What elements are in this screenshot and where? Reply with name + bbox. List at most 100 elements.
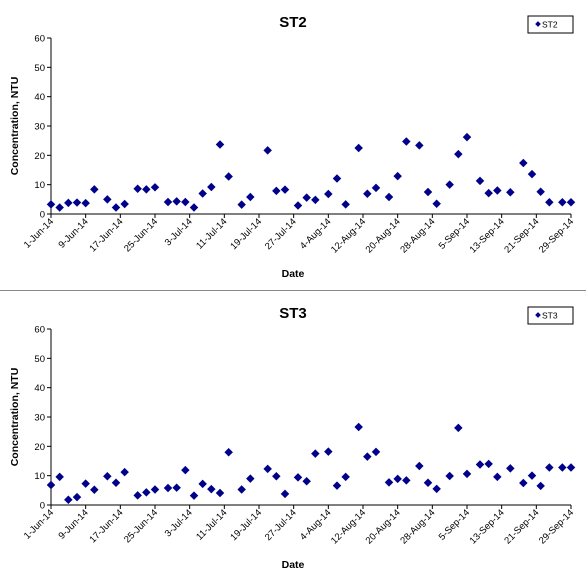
data-point [224, 447, 233, 457]
data-point [172, 483, 181, 492]
data-point [46, 480, 56, 490]
data-point [293, 201, 303, 210]
data-point [172, 197, 181, 206]
chart-svg-st3: ST3 0 10 20 30 40 50 60 1-Jun-14 9-Jun-1417-Jun-1… [9, 305, 576, 571]
data-point [215, 488, 225, 498]
data-point [402, 476, 411, 485]
legend: ST3 [527, 306, 574, 325]
data-point [332, 174, 342, 183]
x-axis-title: Date [282, 559, 305, 571]
data-point [445, 471, 454, 481]
data-point [72, 198, 82, 207]
y-tick-label: 40 [34, 383, 45, 394]
data-point [506, 188, 515, 197]
x-tick-label: 17-Jun-14 [87, 507, 125, 545]
data-point [198, 479, 207, 489]
x-tick-label: 1-Jun-14 [22, 507, 56, 541]
data-point [246, 192, 255, 202]
data-point [272, 472, 281, 481]
data-point [111, 478, 121, 487]
data-point [263, 464, 272, 474]
x-tick-label: 25-Jun-14 [122, 216, 160, 254]
x-tick-label: 4-Aug-14 [298, 216, 333, 251]
chart-panel-st2: ST2 0 10 20 30 40 50 60 1-Jun-14 9-Jun-14 17-Jun-1… [0, 14, 586, 291]
data-point [150, 183, 160, 192]
data-point [415, 461, 424, 471]
y-tick-label: 20 [34, 151, 45, 162]
data-point [237, 485, 246, 494]
data-point [384, 478, 394, 487]
x-tick-label: 29-Sep-14 [537, 507, 576, 546]
x-tick-label: 17-Jun-14 [87, 216, 125, 254]
data-point [484, 459, 493, 469]
data-point [566, 198, 576, 207]
data-point [341, 200, 350, 209]
data-point [103, 195, 112, 204]
x-tick-label: 27-Jul-14 [263, 216, 299, 252]
data-point [484, 188, 493, 198]
data-point [246, 474, 255, 483]
legend-box [527, 15, 574, 34]
legend-marker [535, 312, 541, 318]
data-point [90, 185, 99, 194]
legend-marker [535, 21, 541, 27]
data-point [493, 472, 502, 482]
data-point [506, 464, 515, 473]
y-axis-title: Concentration, NTU [9, 368, 21, 467]
x-tick-label: 29-Sep-14 [537, 216, 576, 255]
data-point [181, 197, 190, 207]
x-tick-label: 13-Sep-14 [468, 507, 507, 546]
chart-title: ST3 [279, 305, 307, 322]
data-point [415, 141, 424, 150]
data-point [354, 422, 363, 432]
x-tick-label: 4-Aug-14 [298, 507, 333, 542]
data-point [81, 479, 90, 488]
data-point [55, 203, 64, 212]
data-point [293, 473, 303, 482]
data-point [332, 481, 342, 490]
x-tick-label: 20-Aug-14 [364, 216, 403, 255]
data-point [207, 182, 216, 192]
data-point [545, 463, 554, 472]
data-point [384, 192, 394, 202]
data-point [423, 187, 433, 197]
y-tick-label: 0 [40, 501, 45, 512]
x-tick-label: 5-Sep-14 [437, 507, 472, 542]
legend: ST2 [527, 15, 574, 34]
x-tick-label: 1-Jun-14 [22, 216, 56, 250]
y-tick-label: 50 [34, 354, 45, 365]
data-point [280, 489, 290, 499]
data-point [445, 180, 454, 189]
data-point [224, 172, 233, 181]
data-point [120, 199, 129, 209]
x-tick-label: 5-Sep-14 [437, 216, 472, 251]
data-point [272, 186, 281, 196]
data-point [402, 137, 411, 146]
data-point [90, 485, 99, 494]
data-point [215, 140, 225, 149]
x-tick-label: 28-Aug-14 [398, 507, 437, 546]
y-tick-label: 60 [34, 325, 45, 336]
data-point [354, 143, 363, 153]
data-point [181, 465, 190, 475]
x-tick-label: 21-Sep-14 [502, 507, 541, 546]
y-tick-label: 10 [34, 180, 45, 191]
x-tick-label: 9-Jun-14 [56, 216, 90, 250]
x-tick-label: 19-Jul-14 [228, 216, 264, 252]
data-point [189, 491, 199, 500]
data-point [189, 203, 199, 212]
data-point [150, 485, 160, 494]
y-tick-label: 20 [34, 442, 45, 453]
data-point [302, 193, 311, 202]
x-tick-label: 20-Aug-14 [364, 507, 403, 546]
data-point [64, 198, 73, 208]
data-point [120, 467, 129, 477]
data-point [133, 184, 142, 194]
legend-box [527, 306, 574, 325]
data-point [423, 478, 433, 487]
data-point [81, 198, 90, 208]
data-point [432, 484, 441, 494]
data-point [341, 472, 350, 482]
data-point [64, 495, 73, 504]
y-tick-label: 60 [34, 34, 45, 45]
